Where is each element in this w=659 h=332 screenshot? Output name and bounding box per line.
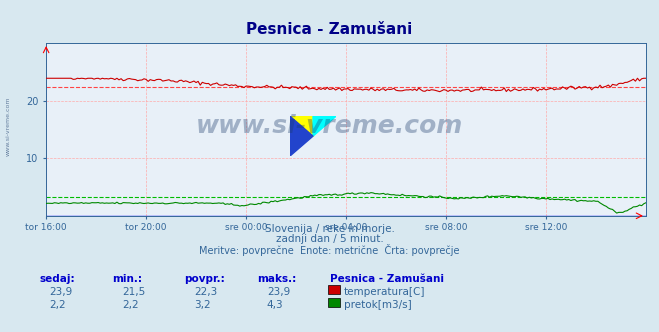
Text: 4,3: 4,3	[267, 300, 283, 310]
Text: 22,3: 22,3	[194, 287, 217, 297]
Text: 23,9: 23,9	[267, 287, 290, 297]
Text: Meritve: povprečne  Enote: metrične  Črta: povprečje: Meritve: povprečne Enote: metrične Črta:…	[199, 244, 460, 256]
Text: 2,2: 2,2	[49, 300, 66, 310]
Text: min.:: min.:	[112, 274, 142, 284]
Text: pretok[m3/s]: pretok[m3/s]	[344, 300, 412, 310]
Text: www.si-vreme.com: www.si-vreme.com	[196, 114, 463, 138]
Text: sedaj:: sedaj:	[40, 274, 75, 284]
Text: 3,2: 3,2	[194, 300, 211, 310]
Polygon shape	[290, 116, 313, 156]
Text: Pesnica - Zamušani: Pesnica - Zamušani	[246, 22, 413, 37]
Polygon shape	[290, 116, 313, 136]
Text: www.si-vreme.com: www.si-vreme.com	[5, 96, 11, 156]
Text: 21,5: 21,5	[122, 287, 145, 297]
Text: maks.:: maks.:	[257, 274, 297, 284]
Text: temperatura[C]: temperatura[C]	[344, 287, 426, 297]
Text: povpr.:: povpr.:	[185, 274, 225, 284]
Text: Slovenija / reke in morje.: Slovenija / reke in morje.	[264, 224, 395, 234]
Text: 2,2: 2,2	[122, 300, 138, 310]
Text: Pesnica - Zamušani: Pesnica - Zamušani	[330, 274, 444, 284]
Polygon shape	[313, 116, 336, 136]
Text: 23,9: 23,9	[49, 287, 72, 297]
Text: zadnji dan / 5 minut.: zadnji dan / 5 minut.	[275, 234, 384, 244]
